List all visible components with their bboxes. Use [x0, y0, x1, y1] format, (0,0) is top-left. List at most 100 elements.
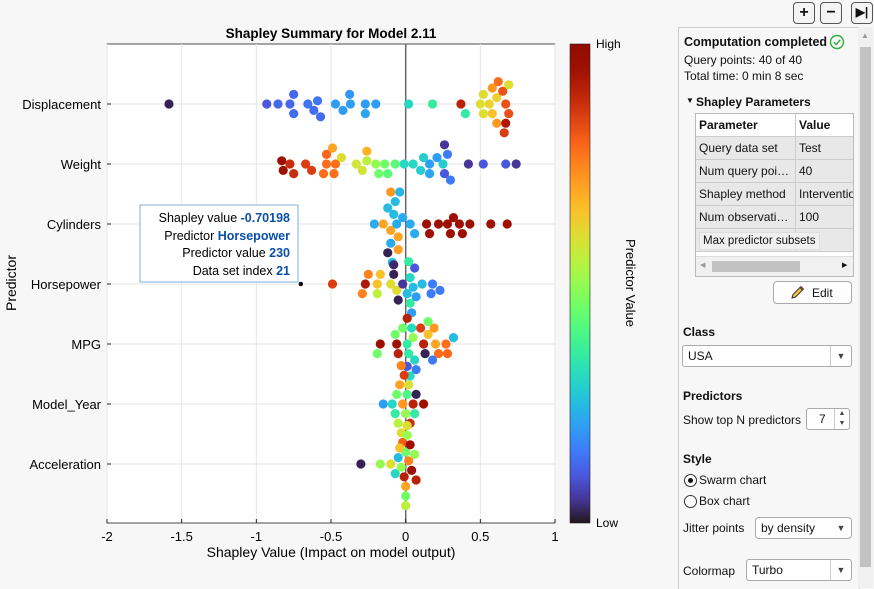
swarm-chart-label[interactable]: Swarm chart	[699, 473, 767, 487]
data-point[interactable]	[408, 282, 418, 292]
data-point[interactable]	[399, 370, 409, 380]
collapse-panel-button[interactable]: ▶|	[851, 2, 873, 24]
data-point[interactable]	[345, 99, 356, 109]
data-point[interactable]	[486, 219, 496, 229]
data-point[interactable]	[378, 399, 388, 409]
data-point[interactable]	[375, 339, 385, 349]
data-point[interactable]	[357, 165, 367, 175]
data-point[interactable]	[312, 96, 323, 106]
data-point[interactable]	[501, 118, 511, 128]
data-point[interactable]	[511, 159, 521, 169]
table-row[interactable]: Num query poi… 40	[696, 160, 853, 183]
data-point[interactable]	[445, 175, 456, 185]
shapley-parameters-header[interactable]: Shapley Parameters	[696, 95, 811, 109]
data-point[interactable]	[278, 165, 288, 175]
data-point[interactable]	[390, 197, 400, 207]
data-point[interactable]	[404, 257, 414, 267]
data-point[interactable]	[289, 109, 299, 119]
data-point[interactable]	[372, 349, 382, 359]
data-point[interactable]	[408, 399, 418, 409]
swarm-chart-radio[interactable]	[684, 474, 697, 487]
data-point[interactable]	[389, 209, 399, 219]
class-dropdown[interactable]: USA ▼	[682, 345, 852, 367]
data-point[interactable]	[429, 323, 439, 333]
data-point[interactable]	[363, 269, 373, 279]
data-point[interactable]	[501, 159, 511, 169]
data-point[interactable]	[454, 219, 465, 229]
shapley-summary-chart[interactable]: -2 -1.5 -1 -0.5 0 0.5 1 Displacement Weight Cyli…	[0, 0, 676, 588]
data-point[interactable]	[492, 93, 502, 103]
top-n-spinner[interactable]: 7 ▲ ▼	[806, 408, 850, 430]
data-point[interactable]	[369, 219, 379, 229]
data-point[interactable]	[386, 459, 396, 469]
data-point[interactable]	[424, 229, 435, 239]
data-point[interactable]	[362, 156, 372, 166]
data-point[interactable]	[411, 292, 421, 302]
data-point[interactable]	[475, 99, 485, 109]
data-point[interactable]	[371, 99, 381, 109]
data-point[interactable]	[262, 99, 272, 109]
data-point[interactable]	[164, 99, 174, 109]
data-point[interactable]	[410, 449, 420, 459]
data-point[interactable]	[390, 159, 400, 169]
data-point[interactable]	[427, 355, 438, 365]
data-point[interactable]	[411, 365, 421, 375]
data-point[interactable]	[405, 273, 415, 283]
data-point[interactable]	[439, 169, 450, 179]
data-point[interactable]	[372, 289, 382, 299]
data-point[interactable]	[401, 491, 411, 501]
collapse-triangle-icon[interactable]: ▼	[686, 96, 694, 105]
data-point[interactable]	[383, 203, 393, 213]
edit-button[interactable]: Edit	[773, 281, 852, 304]
data-point[interactable]	[402, 313, 412, 323]
data-point[interactable]	[435, 285, 445, 295]
data-point[interactable]	[441, 339, 451, 349]
data-point[interactable]	[393, 349, 403, 359]
data-point[interactable]	[399, 159, 409, 169]
data-point[interactable]	[398, 323, 408, 333]
data-point[interactable]	[418, 399, 429, 409]
data-point[interactable]	[402, 421, 412, 431]
data-point[interactable]	[433, 349, 444, 359]
data-point[interactable]	[362, 146, 372, 156]
data-point[interactable]	[401, 409, 411, 419]
data-point[interactable]	[387, 399, 397, 409]
data-point[interactable]	[301, 159, 311, 169]
data-point[interactable]	[408, 159, 418, 169]
data-point[interactable]	[386, 187, 396, 197]
data-point[interactable]	[273, 99, 283, 109]
data-point[interactable]	[393, 232, 403, 242]
data-point[interactable]	[395, 443, 405, 453]
data-point[interactable]	[416, 323, 426, 333]
data-point[interactable]	[493, 77, 503, 87]
data-point[interactable]	[487, 109, 497, 119]
data-point[interactable]	[478, 109, 488, 119]
data-point[interactable]	[329, 169, 339, 179]
data-point[interactable]	[463, 159, 473, 169]
data-point[interactable]	[393, 418, 403, 428]
data-point[interactable]	[351, 159, 361, 169]
data-point[interactable]	[439, 140, 450, 150]
data-point[interactable]	[465, 219, 475, 229]
data-point[interactable]	[393, 295, 403, 305]
data-point[interactable]	[392, 339, 402, 349]
data-point[interactable]	[442, 219, 453, 229]
data-point[interactable]	[336, 153, 347, 163]
data-point[interactable]	[392, 219, 402, 229]
data-point[interactable]	[327, 279, 338, 289]
data-point[interactable]	[423, 329, 433, 339]
zoom-out-button[interactable]: −	[820, 2, 842, 24]
data-point[interactable]	[303, 99, 313, 109]
data-point[interactable]	[399, 472, 409, 482]
data-point[interactable]	[380, 159, 390, 169]
table-row[interactable]: Num observati… 100	[696, 206, 853, 229]
table-row[interactable]: Query data set Test	[696, 137, 853, 160]
data-point[interactable]	[396, 462, 406, 472]
data-point[interactable]	[330, 159, 341, 169]
data-point[interactable]	[398, 279, 408, 289]
data-point[interactable]	[410, 229, 420, 239]
data-point[interactable]	[393, 453, 403, 463]
data-point[interactable]	[498, 86, 508, 96]
panel-scrollbar[interactable]: ▲	[858, 27, 873, 588]
data-point[interactable]	[407, 323, 417, 333]
